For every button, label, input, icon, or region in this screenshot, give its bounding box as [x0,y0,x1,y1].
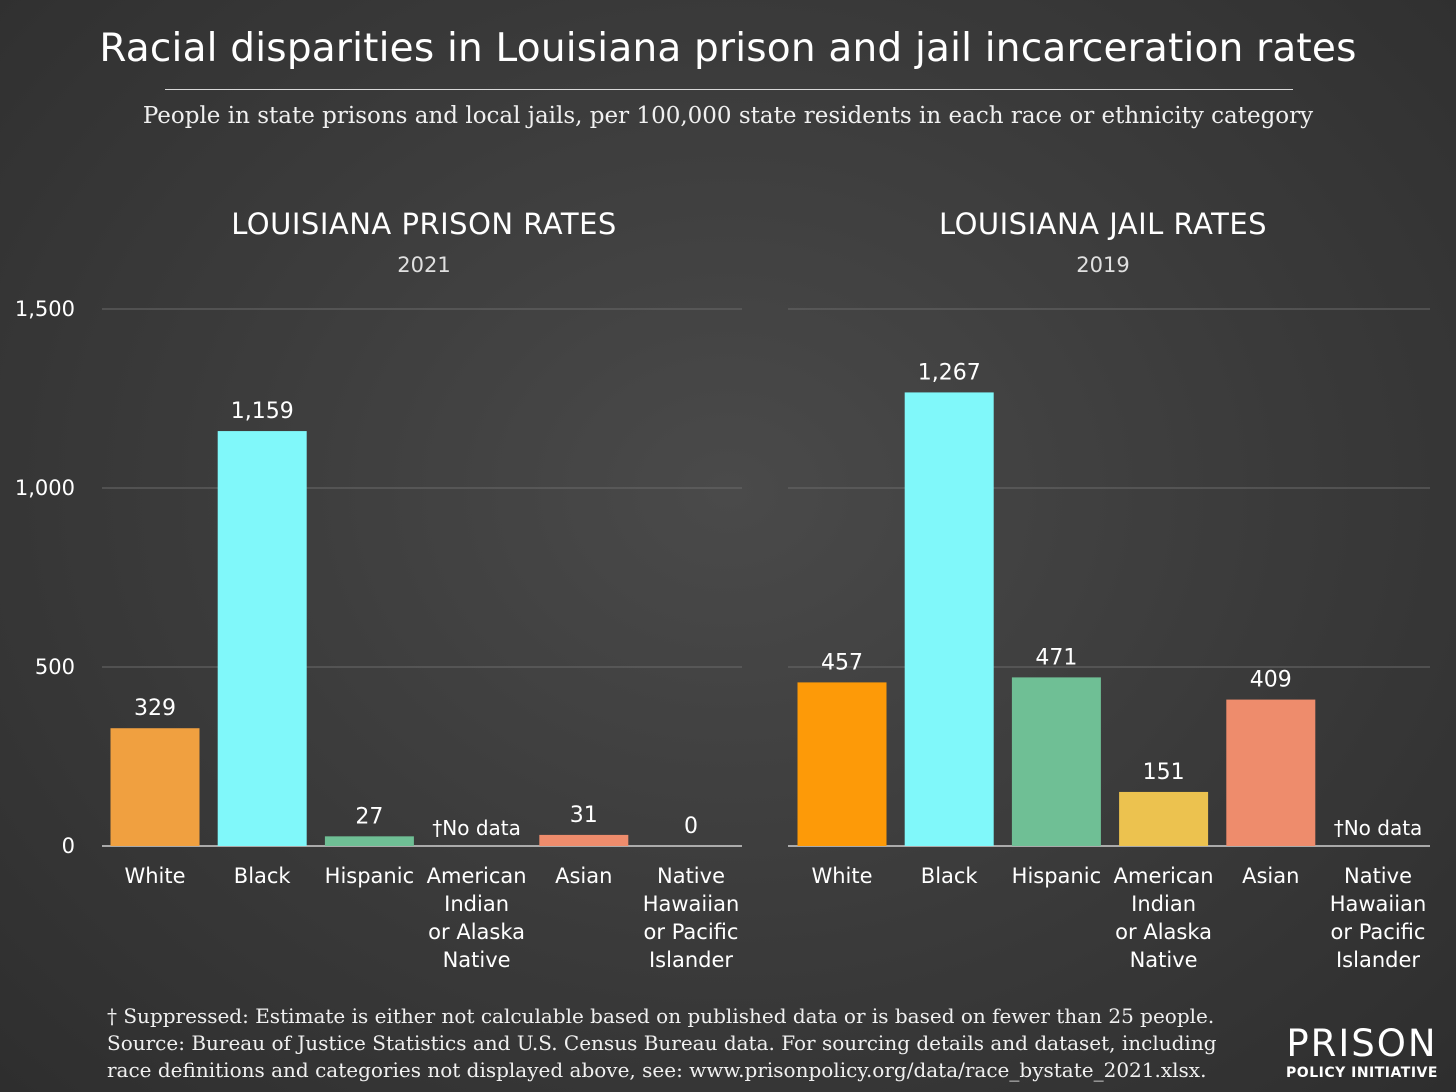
prison-category-label-hispanic-0: Hispanic [325,864,414,888]
jail-no-data-label-native-hawaiian-or-pacific-islander: †No data [1334,816,1423,840]
jail-category-label-native-hawaiian-or-pacific-islander-0: Native [1344,864,1412,888]
footnote-suppressed: † Suppressed: Estimate is either not cal… [107,1004,1215,1028]
chart-title: Racial disparities in Louisiana prison a… [99,26,1357,71]
prison-value-label-asian: 31 [570,803,598,828]
title-divider [165,89,1293,90]
prison-category-label-asian-0: Asian [555,864,612,888]
prison-category-label-american-indian-or-alaska-native-3: Native [443,948,511,972]
prison-category-label-american-indian-or-alaska-native-0: American [427,864,527,888]
prison-category-label-white-0: White [124,864,185,888]
y-tick-label-0: 0 [62,834,75,858]
jail-bar-american-indian-or-alaska-native [1119,791,1209,846]
y-tick-label-1000: 1,000 [15,476,75,500]
jail-bar-black [904,392,994,846]
prison-panel-year: 2021 [397,253,450,277]
prison-category-label-american-indian-or-alaska-native-1: Indian [444,892,509,916]
prison-no-data-label-american-indian-or-alaska-native: †No data [432,816,521,840]
jail-category-label-asian-0: Asian [1242,864,1299,888]
jail-panel-title: LOUISIANA JAIL RATES [939,207,1267,241]
prison-value-label-native-hawaiian-or-pacific-islander: 0 [684,814,698,839]
jail-category-label-american-indian-or-alaska-native-3: Native [1130,948,1198,972]
prison-bar-white [110,728,200,846]
jail-category-label-native-hawaiian-or-pacific-islander-1: Hawaiian [1330,892,1427,916]
prison-category-label-native-hawaiian-or-pacific-islander-0: Native [657,864,725,888]
jail-bar-white [797,682,887,846]
jail-value-label-american-indian-or-alaska-native: 151 [1143,760,1185,785]
prison-panel-title: LOUISIANA PRISON RATES [231,207,617,241]
jail-bar-hispanic [1011,677,1101,846]
jail-value-label-black: 1,267 [918,360,981,385]
prison-bar-asian [539,834,629,846]
jail-category-label-american-indian-or-alaska-native-2: or Alaska [1115,920,1212,944]
jail-category-label-american-indian-or-alaska-native-0: American [1114,864,1214,888]
prison-value-label-black: 1,159 [231,399,294,424]
prison-category-label-black-0: Black [234,864,292,888]
jail-category-label-native-hawaiian-or-pacific-islander-2: or Pacific [1331,920,1426,944]
jail-category-label-white-0: White [811,864,872,888]
jail-category-label-hispanic-0: Hispanic [1012,864,1101,888]
y-tick-label-500: 500 [35,655,75,679]
footnote-dataset-link: race definitions and categories not disp… [107,1058,1207,1082]
jail-bar-asian [1226,699,1316,846]
jail-value-label-asian: 409 [1250,668,1292,693]
prison-value-label-white: 329 [134,696,176,721]
y-tick-label-1500: 1,500 [15,297,75,321]
prison-bar-black [217,431,307,846]
prison-value-label-hispanic: 27 [355,804,383,829]
charts-area: LOUISIANA PRISON RATES 2021 0 500 1,000 1,500… [15,207,1430,972]
prison-policy-initiative-logo: PRISON POLICY INITIATIVE [1282,1024,1442,1082]
prison-category-label-native-hawaiian-or-pacific-islander-2: or Pacific [644,920,739,944]
prison-category-label-native-hawaiian-or-pacific-islander-1: Hawaiian [643,892,740,916]
logo-bottom-text: POLICY INITIATIVE [1286,1065,1438,1081]
jail-panel-year: 2019 [1076,253,1129,277]
footnote: † Suppressed: Estimate is either not cal… [107,1003,1267,1084]
footnote-source: Source: Bureau of Justice Statistics and… [107,1031,1217,1055]
logo-top-text: PRISON [1286,1022,1438,1065]
prison-category-label-american-indian-or-alaska-native-2: or Alaska [428,920,525,944]
prison-category-label-native-hawaiian-or-pacific-islander-3: Islander [649,948,733,972]
jail-value-label-white: 457 [821,650,863,675]
chart-subtitle: People in state prisons and local jails,… [142,103,1314,129]
jail-category-label-native-hawaiian-or-pacific-islander-3: Islander [1336,948,1420,972]
jail-category-label-black-0: Black [921,864,979,888]
prison-bar-hispanic [324,836,414,846]
jail-category-label-american-indian-or-alaska-native-1: Indian [1131,892,1196,916]
jail-value-label-hispanic: 471 [1035,645,1077,670]
